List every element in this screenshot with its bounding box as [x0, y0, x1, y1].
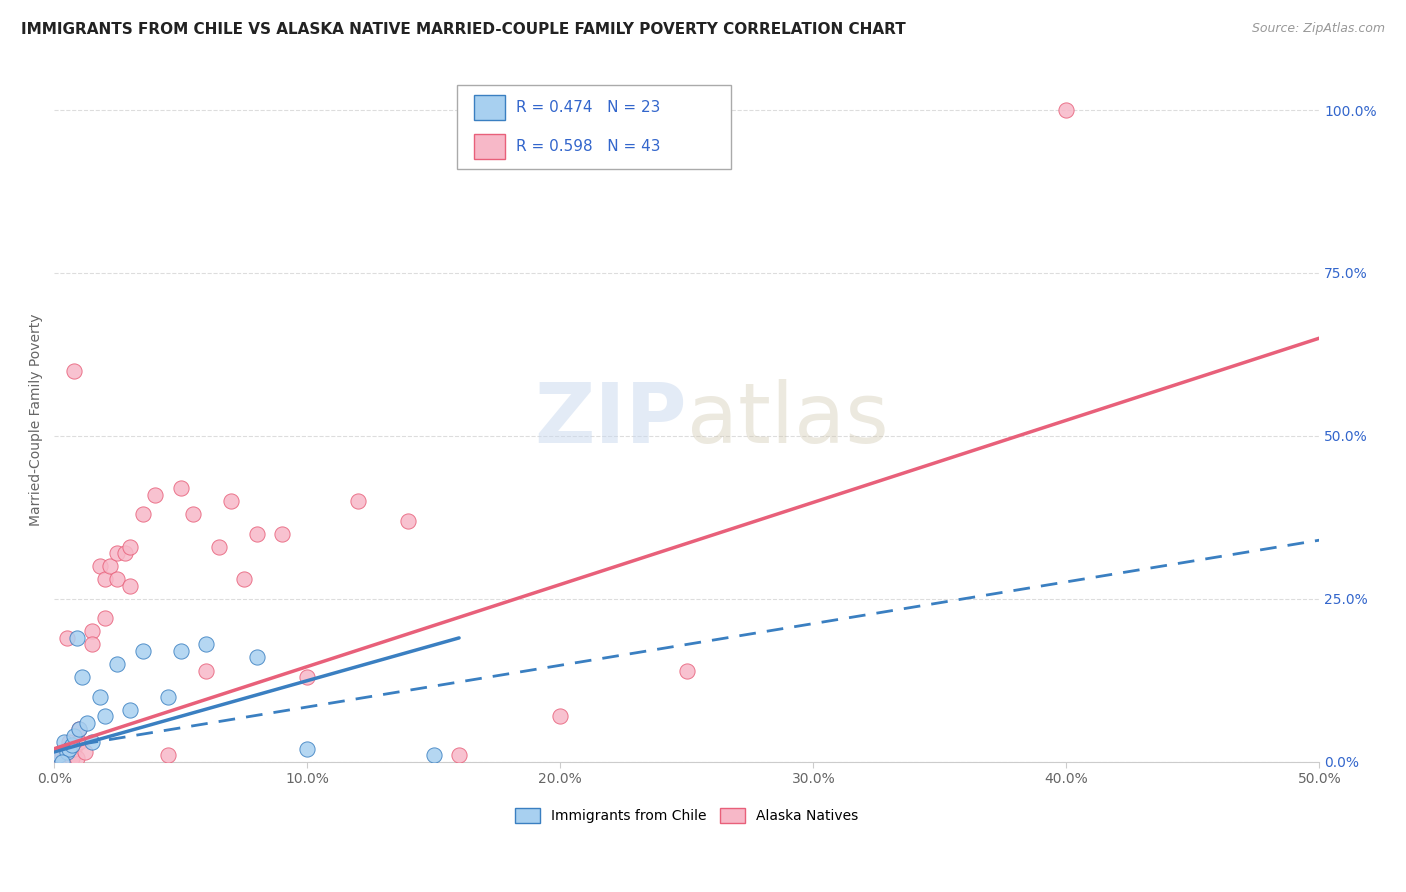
Point: [76, 715, 98, 730]
Point: [195, 637, 218, 651]
Point: [58, 735, 80, 749]
Point: [246, 650, 269, 665]
Point: [195, 664, 218, 678]
Text: R = 0.474   N = 23: R = 0.474 N = 23: [516, 101, 661, 115]
Text: R = 0.598   N = 43: R = 0.598 N = 43: [516, 139, 661, 153]
Point: [675, 664, 697, 678]
Point: [233, 572, 256, 586]
Text: ZIP: ZIP: [534, 379, 686, 460]
Point: [120, 579, 142, 593]
Point: [548, 709, 571, 723]
Point: [271, 526, 294, 541]
Point: [398, 514, 420, 528]
Point: [48, 748, 70, 763]
Point: [107, 657, 129, 671]
Point: [51, 745, 73, 759]
Text: Source: ZipAtlas.com: Source: ZipAtlas.com: [1251, 22, 1385, 36]
Point: [89, 690, 111, 704]
Point: [107, 546, 129, 560]
Point: [221, 494, 243, 508]
Point: [82, 735, 104, 749]
Point: [58, 741, 80, 756]
Point: [69, 722, 91, 736]
Point: [60, 739, 83, 753]
Point: [66, 751, 89, 765]
Point: [98, 559, 121, 574]
Point: [423, 748, 446, 763]
Point: [66, 631, 89, 645]
Point: [157, 690, 180, 704]
Point: [132, 644, 155, 658]
Text: atlas: atlas: [686, 379, 889, 460]
Point: [94, 611, 117, 625]
Point: [45, 751, 67, 765]
Point: [53, 751, 76, 765]
Point: [297, 741, 319, 756]
Point: [246, 526, 269, 541]
Point: [73, 745, 96, 759]
Point: [208, 540, 231, 554]
Point: [120, 540, 142, 554]
Point: [63, 729, 86, 743]
Point: [1054, 103, 1077, 117]
Point: [157, 748, 180, 763]
Point: [132, 507, 155, 521]
Point: [56, 741, 79, 756]
Point: [60, 751, 83, 765]
Point: [48, 748, 70, 763]
Point: [63, 741, 86, 756]
Point: [56, 631, 79, 645]
Point: [297, 670, 319, 684]
Point: [145, 487, 167, 501]
Point: [82, 637, 104, 651]
Text: IMMIGRANTS FROM CHILE VS ALASKA NATIVE MARRIED-COUPLE FAMILY POVERTY CORRELATION: IMMIGRANTS FROM CHILE VS ALASKA NATIVE M…: [21, 22, 905, 37]
Point: [56, 745, 79, 759]
Point: [107, 572, 129, 586]
Point: [51, 755, 73, 769]
Point: [82, 624, 104, 639]
Point: [89, 559, 111, 574]
Point: [69, 735, 91, 749]
Point: [170, 481, 193, 495]
Point: [69, 722, 91, 736]
Point: [114, 546, 136, 560]
Point: [63, 364, 86, 378]
Point: [449, 748, 471, 763]
Point: [120, 703, 142, 717]
Point: [53, 735, 76, 749]
Y-axis label: Married-Couple Family Poverty: Married-Couple Family Poverty: [30, 313, 44, 526]
Point: [347, 494, 370, 508]
Point: [70, 670, 93, 684]
Point: [94, 709, 117, 723]
Legend: Immigrants from Chile, Alaska Natives: Immigrants from Chile, Alaska Natives: [515, 808, 859, 823]
Point: [170, 644, 193, 658]
Point: [183, 507, 205, 521]
Point: [94, 572, 117, 586]
